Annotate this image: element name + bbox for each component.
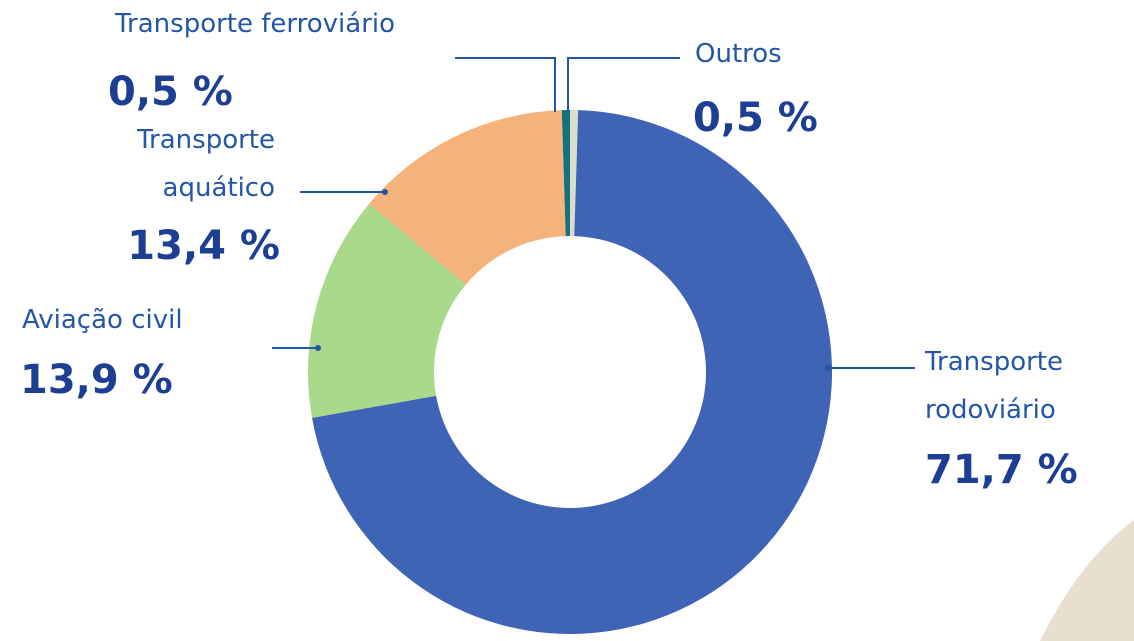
- slice: [561, 110, 570, 237]
- leader-line: [567, 57, 680, 112]
- value-label: 0,5 %: [693, 95, 818, 141]
- slice-label: Outros: [695, 39, 782, 69]
- leader-dot: [382, 189, 388, 195]
- slice-label: Aviação civil: [22, 305, 183, 335]
- value-label: 13,9 %: [20, 357, 173, 403]
- slice-label: Transporte rodoviário: [925, 347, 1063, 425]
- donut: [308, 110, 833, 634]
- value-label: 13,4 %: [127, 223, 280, 269]
- slice: [308, 203, 466, 418]
- value-label: 0,5 %: [108, 69, 233, 115]
- slice: [570, 110, 579, 237]
- leader-line: [455, 57, 556, 112]
- leader-dot: [315, 345, 321, 351]
- leader-dot: [825, 365, 831, 371]
- slice: [312, 110, 833, 634]
- slice-label: Transporte aquático: [137, 125, 275, 203]
- value-label: 71,7 %: [925, 447, 1078, 493]
- decor-shape: [1040, 520, 1134, 641]
- slice-label: Transporte ferroviário: [115, 9, 396, 39]
- slice: [369, 110, 566, 285]
